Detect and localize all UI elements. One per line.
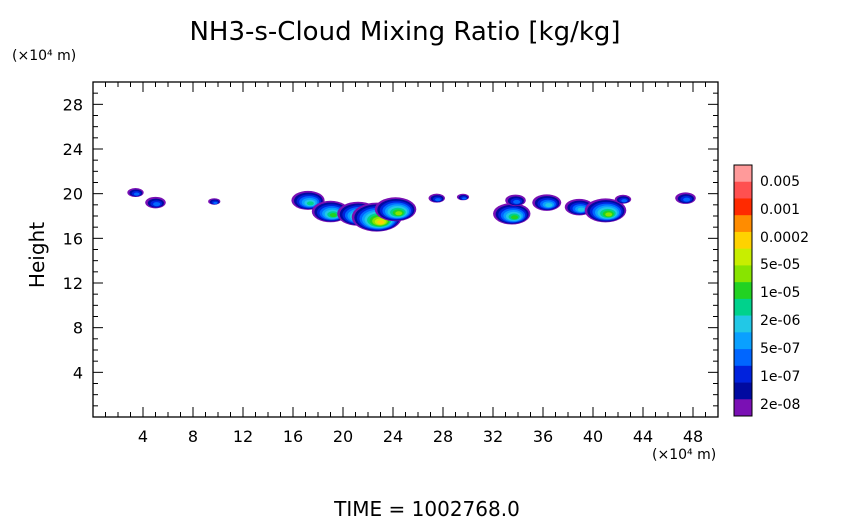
x-tick-label: 32 — [483, 427, 503, 446]
cloud-contour — [153, 202, 161, 207]
y-tick-label: 8 — [73, 319, 83, 338]
colorbar-swatch — [734, 349, 752, 367]
colorbar-swatch — [734, 399, 752, 417]
y-tick-label: 4 — [73, 363, 83, 382]
colorbar-label: 1e-07 — [760, 369, 800, 385]
cloud-contour — [511, 215, 519, 220]
y-tick-label: 28 — [63, 95, 83, 114]
colorbar-swatch — [734, 181, 752, 199]
cloud-contour — [683, 197, 691, 202]
x-tick-label: 4 — [138, 427, 148, 446]
colorbar-label: 2e-08 — [760, 397, 800, 413]
colorbar-swatch — [734, 215, 752, 233]
cloud-contour — [577, 207, 585, 212]
x-tick-label: 24 — [383, 427, 403, 446]
cloud-field — [127, 188, 696, 232]
colorbar-swatch — [734, 382, 752, 400]
cloud-contour — [133, 192, 140, 196]
cloud-contour — [621, 199, 628, 203]
colorbar-swatch — [734, 165, 752, 183]
cloud-contour — [213, 201, 218, 205]
y-axis-unit: (×10⁴ m) — [12, 48, 76, 64]
x-axis-unit: (×10⁴ m) — [652, 447, 716, 463]
cloud-patch — [127, 188, 144, 198]
colorbar-label: 5e-05 — [760, 257, 800, 273]
cloud-contour — [513, 199, 521, 204]
colorbar-label: 2e-06 — [760, 313, 800, 329]
x-tick-label: 8 — [188, 427, 198, 446]
colorbar-swatch — [734, 365, 752, 383]
cloud-contour — [377, 220, 385, 225]
colorbar-swatch — [734, 332, 752, 350]
cloud-contour — [329, 213, 337, 218]
y-axis-label: Height — [25, 222, 49, 288]
cloud-patch — [584, 198, 627, 223]
colorbar-swatch — [734, 265, 752, 283]
cloud-patch — [456, 193, 470, 201]
cloud-patch — [208, 198, 221, 205]
cloud-contour — [435, 198, 441, 202]
x-tick-label: 16 — [283, 427, 303, 446]
colorbar-swatch — [734, 282, 752, 300]
cloud-contour — [545, 203, 553, 208]
cloud-patch — [675, 192, 696, 204]
x-tick-label: 28 — [433, 427, 453, 446]
cloud-patch — [505, 194, 526, 207]
cloud-patch — [311, 200, 350, 223]
time-label: TIME = 1002768.0 — [333, 497, 520, 519]
cloud-contour — [395, 211, 403, 216]
x-tick-label: 48 — [683, 427, 703, 446]
cloud-patch — [428, 193, 445, 203]
cloud-patch — [145, 196, 166, 209]
cloud-patch — [614, 194, 632, 204]
colorbar-swatch — [734, 315, 752, 333]
cloud-patch — [532, 194, 562, 211]
colorbar-label: 0.005 — [760, 174, 800, 190]
y-tick-label: 12 — [63, 274, 83, 293]
colorbar-label: 0.0002 — [760, 230, 809, 246]
x-tick-label: 36 — [533, 427, 553, 446]
colorbar-swatch — [734, 231, 752, 249]
y-tick-label: 20 — [63, 185, 83, 204]
x-tick-label: 20 — [333, 427, 353, 446]
chart-title: NH3-s-Cloud Mixing Ratio [kg/kg] — [189, 17, 620, 47]
colorbar-label: 1e-05 — [760, 285, 800, 301]
colorbar-label: 5e-07 — [760, 341, 800, 357]
cloud-contour — [306, 201, 314, 206]
cloud-contour — [462, 197, 467, 200]
x-tick-label: 12 — [233, 427, 253, 446]
cloud-patch — [493, 203, 531, 225]
colorbar-swatch — [734, 248, 752, 266]
y-tick-label: 24 — [63, 140, 83, 159]
y-tick-label: 16 — [63, 229, 83, 248]
colorbar-label: 0.001 — [760, 202, 800, 218]
x-tick-label: 44 — [633, 427, 653, 446]
colorbar: 0.005 0.001 0.0002 5e-05 1e-05 2e-06 5e-07 1e-0… — [733, 164, 809, 417]
x-tick-label: 40 — [583, 427, 603, 446]
colorbar-frame — [733, 164, 753, 417]
cloud-patch — [374, 197, 417, 222]
colorbar-swatch — [734, 198, 752, 216]
cloud-contour — [605, 212, 613, 217]
plot-frame — [92, 81, 719, 418]
colorbar-swatch — [734, 298, 752, 316]
